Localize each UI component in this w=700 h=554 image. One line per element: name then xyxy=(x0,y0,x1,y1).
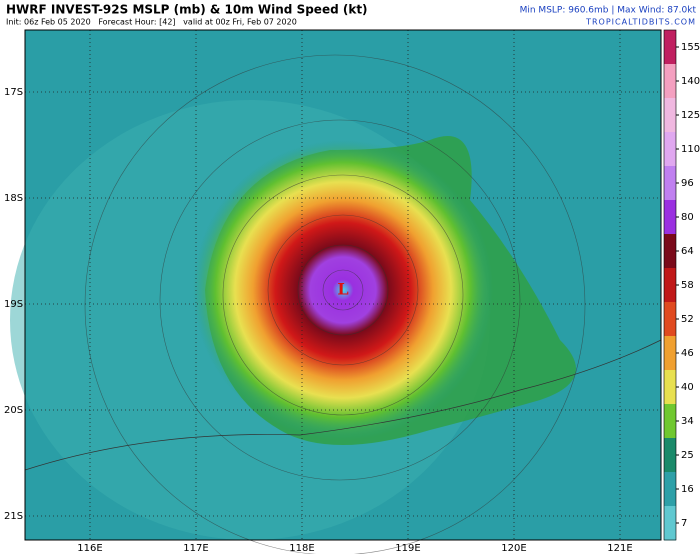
lat-label: 18S xyxy=(4,193,23,204)
title: HWRF INVEST-92S MSLP (mb) & 10m Wind Spe… xyxy=(6,3,368,17)
colorbar-label: 7 xyxy=(681,518,687,529)
colorbar-label: 140 xyxy=(681,76,700,87)
subtitle: Init: 06z Feb 05 2020 Forecast Hour: [42… xyxy=(6,18,297,27)
colorbar-segment xyxy=(664,64,676,99)
colorbar-label: 16 xyxy=(681,484,694,495)
min-max: Min MSLP: 960.6mb | Max Wind: 87.0kt xyxy=(520,6,697,16)
colorbar-segment xyxy=(664,506,676,541)
lon-label: 116E xyxy=(77,543,102,554)
colorbar-label: 34 xyxy=(681,416,694,427)
colorbar-label: 25 xyxy=(681,450,694,461)
lon-label: 117E xyxy=(183,543,208,554)
colorbar-segment xyxy=(664,370,676,405)
lon-label: 121E xyxy=(607,543,632,554)
colorbar-label: 96 xyxy=(681,178,694,189)
coastline xyxy=(24,339,662,471)
colorbar-segment xyxy=(664,234,676,269)
colorbar-label: 110 xyxy=(681,144,700,155)
low-center: L xyxy=(337,280,348,299)
colorbar-segment xyxy=(664,166,676,201)
map xyxy=(10,30,662,554)
colorbar-label: 46 xyxy=(681,348,694,359)
storm-core xyxy=(193,140,493,440)
map-border xyxy=(24,29,662,541)
colorbar-label: 155 xyxy=(681,42,700,53)
colorbar-segment xyxy=(664,472,676,507)
colorbar-segment xyxy=(664,438,676,473)
colorbar-segment xyxy=(664,30,676,65)
colorbar-segment xyxy=(664,200,676,235)
colorbar-segment xyxy=(664,404,676,439)
colorbar-label: 40 xyxy=(681,382,694,393)
site: TROPICALTIDBITS.COM xyxy=(585,18,696,27)
colorbar-segment xyxy=(664,132,676,167)
lat-label: 19S xyxy=(4,299,23,310)
isobars xyxy=(84,54,586,554)
lon-label: 120E xyxy=(501,543,526,554)
colorbar-label: 58 xyxy=(681,280,694,291)
colorbar-border xyxy=(663,29,677,541)
colorbar-segment xyxy=(664,98,676,133)
lat-label: 17S xyxy=(4,87,23,98)
lon-label: 119E xyxy=(395,543,420,554)
lat-label: 20S xyxy=(4,405,23,416)
lat-label: 21S xyxy=(4,511,23,522)
colorbar-label: 52 xyxy=(681,314,694,325)
lon-label: 118E xyxy=(289,543,314,554)
colorbar-label: 64 xyxy=(681,246,694,257)
colorbar-segment xyxy=(664,336,676,371)
colorbar-segment xyxy=(664,302,676,337)
colorbar-segment xyxy=(664,268,676,303)
colorbar-label: 125 xyxy=(681,110,700,121)
colorbar-label: 80 xyxy=(681,212,694,223)
